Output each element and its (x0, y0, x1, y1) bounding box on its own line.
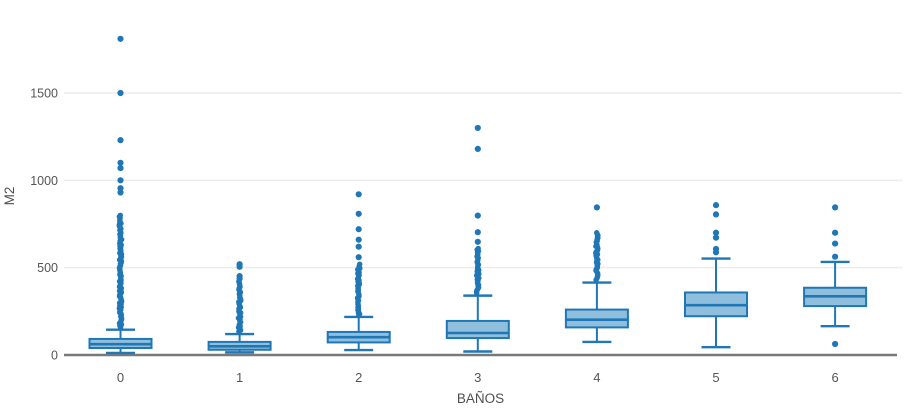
outlier-dot (832, 253, 839, 260)
x-tick-label-6: 6 (831, 370, 838, 385)
outlier-dot (474, 124, 481, 132)
box-group-0 (88, 35, 153, 355)
x-tick-label-0: 0 (117, 370, 124, 385)
outlier-band-dot (236, 328, 242, 335)
x-tick-label-4: 4 (593, 370, 600, 385)
outlier-dot (355, 226, 362, 233)
y-tick-label-500: 500 (37, 261, 58, 275)
outlier-dot (117, 185, 124, 192)
outlier-dot (832, 340, 839, 348)
box (445, 319, 510, 340)
outlier-dot (712, 211, 720, 218)
y-axis-label: M2 (2, 187, 17, 206)
outlier-dot (712, 202, 720, 209)
outlier-band-dot (356, 312, 362, 319)
outlier-dot (474, 212, 481, 219)
outlier-dot (355, 210, 362, 217)
outlier-dot (712, 234, 720, 241)
x-tick-label-2: 2 (355, 370, 362, 385)
outlier-dot (355, 236, 362, 243)
box-group-1 (207, 261, 272, 354)
y-tick-label-1500: 1500 (30, 87, 58, 101)
outlier-dot (117, 35, 124, 42)
outlier-dot (712, 245, 720, 253)
x-tick-label-1: 1 (236, 370, 243, 385)
outlier-dot (593, 204, 601, 211)
outlier-dot (117, 189, 124, 196)
outlier-dot (474, 238, 481, 245)
x-tick-label-3: 3 (474, 370, 481, 385)
box-group-5 (684, 202, 748, 349)
outlier-dot (355, 191, 362, 198)
outlier-dot (712, 229, 720, 236)
y-tick-label-0: 0 (51, 349, 58, 363)
x-axis-label: BAÑOS (457, 391, 504, 406)
box-group-4 (564, 204, 629, 344)
outlier-dot (355, 243, 362, 250)
outlier-dot (117, 159, 124, 166)
outlier-dot (832, 229, 839, 236)
outlier-dot (236, 272, 243, 280)
outlier-dot (236, 261, 243, 268)
outlier-dot (355, 254, 362, 261)
outlier-dot (474, 229, 481, 236)
box-group-2 (326, 191, 391, 352)
outlier-dot (117, 89, 124, 97)
y-tick-label-1000: 1000 (30, 174, 58, 188)
outlier-dot (832, 240, 839, 247)
outlier-dot (117, 137, 124, 144)
outlier-dot (474, 145, 481, 152)
outlier-band-dot (473, 290, 480, 296)
outlier-dot (117, 177, 124, 184)
box-group-6 (803, 204, 868, 348)
x-tick-label-5: 5 (712, 370, 719, 385)
outlier-band-dot (593, 277, 599, 283)
outlier-dot (117, 165, 124, 172)
outlier-dot (832, 204, 839, 211)
outlier-band-dot (117, 324, 124, 331)
box-group-3 (445, 124, 510, 353)
